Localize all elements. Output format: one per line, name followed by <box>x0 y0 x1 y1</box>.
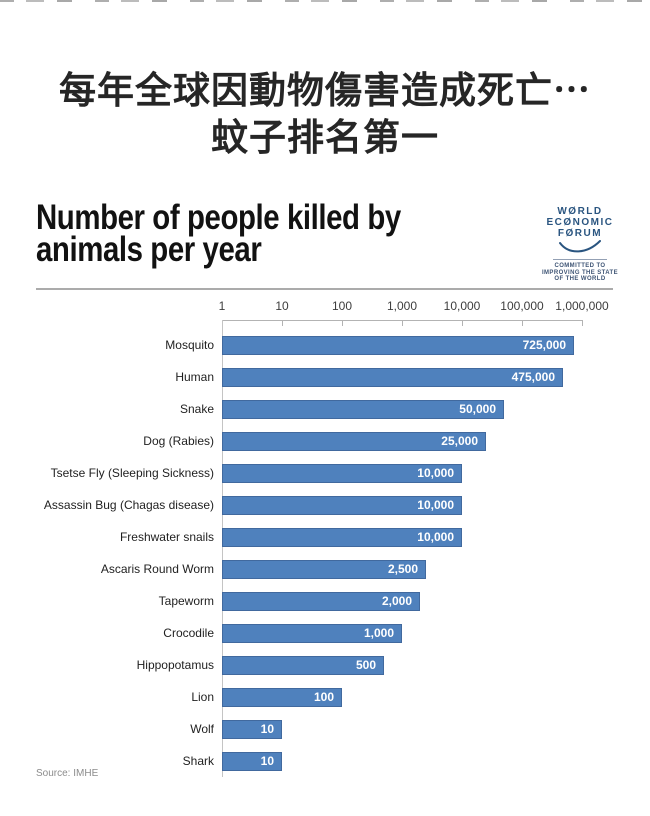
chart-title: Number of people killed by animals per ye… <box>36 198 401 269</box>
axis-tick-mark <box>402 320 403 326</box>
headline: 每年全球因動物傷害造成死亡⋯ 蚊子排名第一 <box>0 67 650 161</box>
axis-tick-label: 1,000,000 <box>555 299 609 313</box>
category-label: Shark <box>182 754 214 768</box>
category-label: Tapeworm <box>158 594 214 608</box>
bar: 10 <box>222 752 282 771</box>
bar: 10,000 <box>222 464 462 483</box>
wef-logo: WØRLD ECØNOMIC FØRUM COMMITTED TO IMPROV… <box>540 206 620 283</box>
bar: 10 <box>222 720 282 739</box>
axis-tick-label: 1,000 <box>386 299 418 313</box>
wef-tagline-line-1: COMMITTED TO <box>554 263 606 269</box>
category-label: Hippopotamus <box>136 658 214 672</box>
wef-tagline-line-3: OF THE WORLD <box>554 276 606 282</box>
chart-title-line-2: animals per year <box>36 230 262 269</box>
category-label: Freshwater snails <box>119 530 214 544</box>
top-edge-artifact <box>0 0 650 2</box>
bar-chart: 1 10 100 1,000 10,000 100,000 1,000,000 Mosquit… <box>36 200 614 800</box>
bar: 2,000 <box>222 592 420 611</box>
bar: 25,000 <box>222 432 486 451</box>
category-label: Tsetse Fly (Sleeping Sickness) <box>50 466 214 480</box>
wef-swoosh-icon <box>559 240 601 253</box>
category-label: Assassin Bug (Chagas disease) <box>43 498 214 512</box>
axis-tick-label: 100,000 <box>500 299 544 313</box>
bar: 50,000 <box>222 400 504 419</box>
category-label: Ascaris Round Worm <box>100 562 214 576</box>
bar: 475,000 <box>222 368 563 387</box>
bar: 1,000 <box>222 624 402 643</box>
bar: 10,000 <box>222 528 462 547</box>
category-label: Lion <box>191 690 214 704</box>
source-note: Source: IMHE <box>36 768 99 779</box>
category-label: Human <box>175 370 214 384</box>
y-axis-line <box>222 320 223 777</box>
axis-tick-mark <box>342 320 343 326</box>
category-label: Mosquito <box>165 338 214 352</box>
bar: 2,500 <box>222 560 426 579</box>
wef-logo-separator <box>553 259 607 260</box>
wef-tagline-line-2: IMPROVING THE STATE <box>541 269 619 276</box>
axis-tick-label: 10,000 <box>443 299 481 313</box>
bar: 725,000 <box>222 336 574 355</box>
category-label: Snake <box>179 402 214 416</box>
x-axis-line <box>222 320 583 321</box>
category-label: Wolf <box>190 722 214 736</box>
header-divider <box>36 288 613 290</box>
wef-logo-word-3: FØRUM <box>557 228 603 239</box>
chart-title-line-1: Number of people killed by <box>36 198 401 237</box>
category-label: Dog (Rabies) <box>143 434 214 448</box>
axis-tick-mark <box>582 320 583 326</box>
wef-logo-word-1: WØRLD <box>557 206 603 217</box>
axis-tick-label: 100 <box>331 299 353 313</box>
bar: 500 <box>222 656 384 675</box>
axis-tick-mark <box>522 320 523 326</box>
axis-tick-label: 10 <box>275 299 289 313</box>
axis-tick-mark <box>462 320 463 326</box>
axis-tick-mark <box>282 320 283 326</box>
axis-tick-label: 1 <box>218 299 226 313</box>
headline-line-1: 每年全球因動物傷害造成死亡⋯ <box>59 70 591 111</box>
wef-logo-word-2: ECØNOMIC <box>546 217 614 228</box>
bar: 10,000 <box>222 496 462 515</box>
headline-line-2: 蚊子排名第一 <box>211 117 439 158</box>
category-label: Crocodile <box>163 626 214 640</box>
infographic: Number of people killed by animals per ye… <box>36 198 618 800</box>
bar: 100 <box>222 688 342 707</box>
